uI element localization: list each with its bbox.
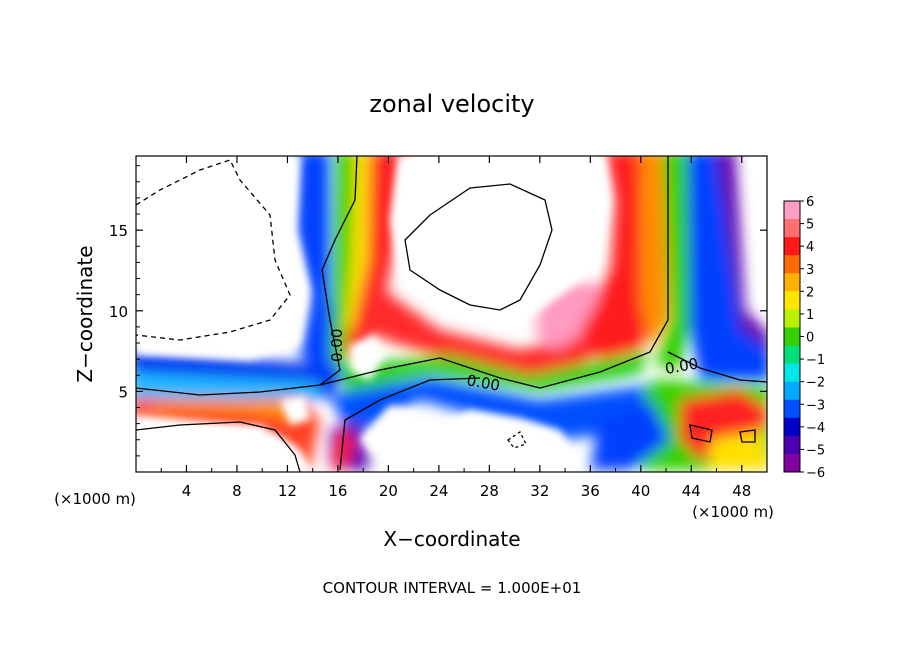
x-unit-label-right: (×1000 m) [692,503,774,521]
colorbar-tick-label: 1 [806,308,814,323]
y-axis: 5 10 15 [109,165,767,457]
field-plume-left-yellow [345,156,370,330]
y-tick-label: 15 [109,222,128,240]
x-tick-label: 12 [278,482,297,500]
colorbar-swatch [784,435,800,455]
field-plume-right-green [655,156,690,370]
white-region-lower-left [136,418,310,472]
field-plume-right-orange [640,156,668,350]
colorbar-swatch [784,453,800,473]
colorbar-tick-label: 5 [806,218,814,233]
white-region-lower-center [430,410,580,472]
white-region-center-bubble [350,335,385,380]
field-plume-left-green [330,156,360,370]
x-tick-label: 4 [182,482,192,500]
x-tick-label: 36 [581,482,600,500]
white-region-lower-bubble-b [280,395,310,425]
contour-zero-upper-island [404,183,553,311]
colorbar-swatch [784,327,800,347]
field-lower-right-yellow [710,430,767,470]
x-axis-title: X−coordinate [383,527,520,551]
x-tick-label: 32 [530,482,549,500]
white-region-upper-center [390,156,610,330]
colorbar-tick-label: −1 [806,353,825,368]
colorbar-tick-label: 3 [806,263,814,278]
contour-zero-central [319,156,669,389]
colorbar-tick-label: −3 [806,398,825,413]
colorbar-swatch [784,417,800,437]
contour-zero-lower [339,377,481,471]
colorbar-swatch [784,273,800,292]
x-tick-label: 20 [379,482,398,500]
colorbar-tick-label: 4 [806,240,814,255]
white-region-upper-left [136,156,310,360]
contour-label: 0.00 [328,329,346,362]
field-lower-red-blobs [332,425,355,470]
x-tick-label: 16 [328,482,347,500]
contour-zero-right-loops [689,424,756,443]
colorbar-tick-label: −2 [806,376,825,391]
plot-area: 0.00 0.00 0.00 [136,156,767,472]
contour-negative-upper-left [136,159,291,341]
contour-label: 0.00 [664,354,700,378]
colorbar-swatch [784,219,800,238]
y-tick-label: 5 [118,383,128,401]
colorbar-swatch [784,309,800,328]
x-tick-label: 44 [682,482,701,500]
colorbar-swatch [784,237,800,256]
x-tick-label: 40 [631,482,650,500]
colorbar-tick-label: 0 [806,331,814,346]
contour-zero-lower-left [136,421,301,472]
field-arch-green [340,350,650,395]
x-tick-label: 48 [732,482,751,500]
field-arch-blue [330,378,680,440]
x-tick-label: 8 [232,482,242,500]
field-plume-right-blue [688,156,767,380]
contour-interval-note: CONTOUR INTERVAL = 1.000E+01 [323,579,582,597]
colorbar-tick-label: −4 [806,421,825,436]
field-lower-right-blue [590,400,670,470]
colorbar-swatch [784,345,800,365]
white-region-lower-bubble-a [360,405,420,455]
field-band-left-orange [150,398,300,420]
colorbar-swatch [784,255,800,274]
white-regions [136,156,610,472]
contour-zero-right [667,351,767,383]
field-arch-red [360,250,640,380]
field-plume-right-purple [715,156,767,348]
y-axis-title: Z−coordinate [73,245,97,382]
colorbar-swatch [784,399,800,419]
contour-label: 0.00 [465,371,501,395]
colorbar-tick-label: −6 [806,466,825,481]
contour-lines [136,156,767,472]
colorbar-tick-label: −5 [806,443,825,458]
x-axis: 4 8 12 16 20 24 28 32 36 40 44 48 [160,156,751,500]
colorbar-swatch [784,201,800,220]
contour-zero-main [136,156,358,396]
y-tick-label: 10 [109,303,128,321]
x-tick-label: 24 [429,482,448,500]
colorbar-tick-label: 2 [806,285,814,300]
colorbar-swatch [784,291,800,310]
colorbar: 6 5 4 3 2 1 0 −1 −2 −3 −4 −5 −6 [783,195,825,481]
x-tick-label: 28 [480,482,499,500]
chart-title: zonal velocity [369,90,534,118]
colorbar-swatch [784,363,800,383]
colorbar-tick-label: 6 [806,195,814,210]
contour-labels: 0.00 0.00 0.00 [328,329,700,395]
plot-frame [135,155,768,473]
x-unit-label-left: (×1000 m) [54,490,136,508]
colorbar-swatch [784,381,800,401]
contour-negative-lower-center [507,431,527,449]
field-band-left-positive [136,398,320,470]
